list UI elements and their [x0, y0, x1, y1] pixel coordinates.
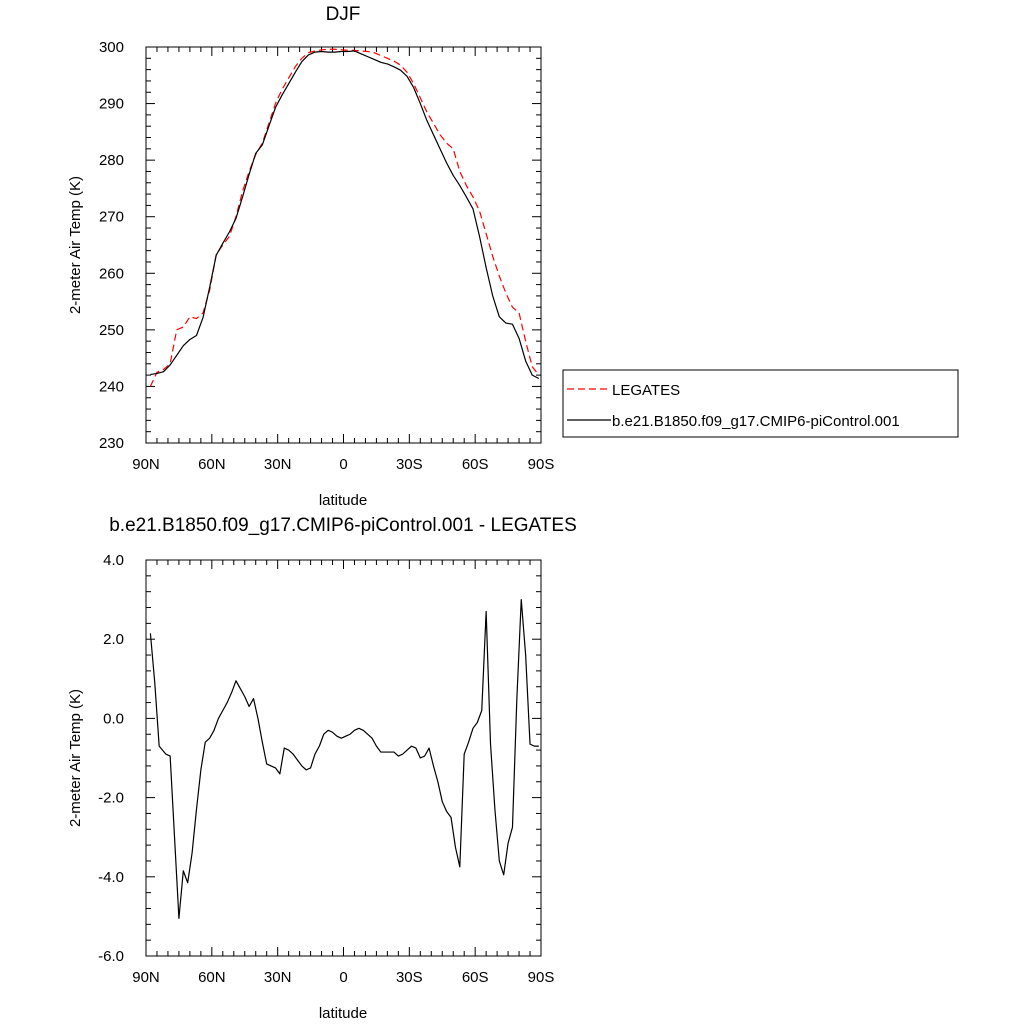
plot-djf-ylabel: 2-meter Air Temp (K) [67, 176, 84, 314]
plot-diff-series [149, 598, 539, 919]
plot-diff-xlabel: latitude [319, 1005, 367, 1022]
plot-djf-xtick-label: 30S [396, 456, 423, 473]
plot-diff-ytick-label: -4.0 [98, 869, 124, 886]
plot-diff: b.e21.B1850.f09_g17.CMIP6-piControl.001 … [67, 515, 577, 1022]
plot-djf-xtick-label: 30N [264, 456, 292, 473]
legend-label-legates: LEGATES [612, 382, 680, 399]
plot-diff-title: b.e21.B1850.f09_g17.CMIP6-piControl.001 … [109, 515, 577, 536]
plot-djf-xlabel: latitude [319, 492, 367, 509]
plot-djf-xtick-label: 60S [462, 456, 489, 473]
plot-diff-series-line-0 [149, 598, 539, 919]
plot-diff-xtick-label: 0 [339, 969, 347, 986]
plot-diff-ytick-label: 4.0 [103, 552, 124, 569]
plot-diff-xtick-label: 30N [264, 969, 292, 986]
plot-diff-xtick-label: 90S [528, 969, 555, 986]
plot-djf-xtick-label: 60N [198, 456, 226, 473]
plot-djf-series-line-1 [150, 50, 540, 380]
plot-djf: DJF 90N 60N 30N 0 30S 60S 90S 2302402502602702… [67, 4, 554, 509]
plot-diff-ytick-label: 2.0 [103, 631, 124, 648]
plot-djf-ytick-label: 240 [99, 378, 124, 395]
plot-djf-ytick-label: 250 [99, 322, 124, 339]
plot-djf-title: DJF [326, 4, 361, 25]
plot-diff-xtick-label: 60N [198, 969, 226, 986]
legend-label-model: b.e21.B1850.f09_g17.CMIP6-piControl.001 [612, 413, 900, 430]
plot-djf-ytick-label: 230 [99, 435, 124, 452]
plot-diff-ytick-label: -2.0 [98, 790, 124, 807]
plot-diff-xtick-label: 30S [396, 969, 423, 986]
plot-djf-xtick-label: 0 [339, 456, 347, 473]
plot-djf-ytick-label: 280 [99, 152, 124, 169]
plot-diff-xtick-labels: 90N 60N 30N 0 30S 60S 90S [132, 969, 554, 986]
legend: LEGATES b.e21.B1850.f09_g17.CMIP6-piCont… [562, 369, 959, 438]
plot-djf-ytick-label: 270 [99, 209, 124, 226]
plot-djf-ytick-labels: 230 240 250 260 270 280 290 300 [99, 39, 124, 452]
plot-djf-xtick-labels: 90N 60N 30N 0 30S 60S 90S [132, 456, 554, 473]
plot-diff-ytick-label: -6.0 [98, 948, 124, 965]
plot-diff-frame [145, 559, 542, 957]
plot-diff-ylabel: 2-meter Air Temp (K) [67, 689, 84, 827]
plot-djf-ytick-label: 290 [99, 96, 124, 113]
plot-diff-xtick-label: 90N [132, 969, 160, 986]
plot-djf-ytick-label: 260 [99, 265, 124, 282]
plot-diff-ytick-labels: -6.0 -4.0 -2.0 0.0 2.0 4.0 [98, 552, 124, 965]
plot-diff-xtick-label: 60S [462, 969, 489, 986]
plot-diff-ytick-label: 0.0 [103, 710, 124, 727]
plot-djf-xtick-label: 90N [132, 456, 160, 473]
plot-djf-xtick-label: 90S [528, 456, 555, 473]
plot-djf-ytick-label: 300 [99, 39, 124, 56]
plot-djf-series [149, 48, 540, 387]
legend-box [562, 369, 959, 438]
plot-djf-frame [145, 46, 542, 444]
